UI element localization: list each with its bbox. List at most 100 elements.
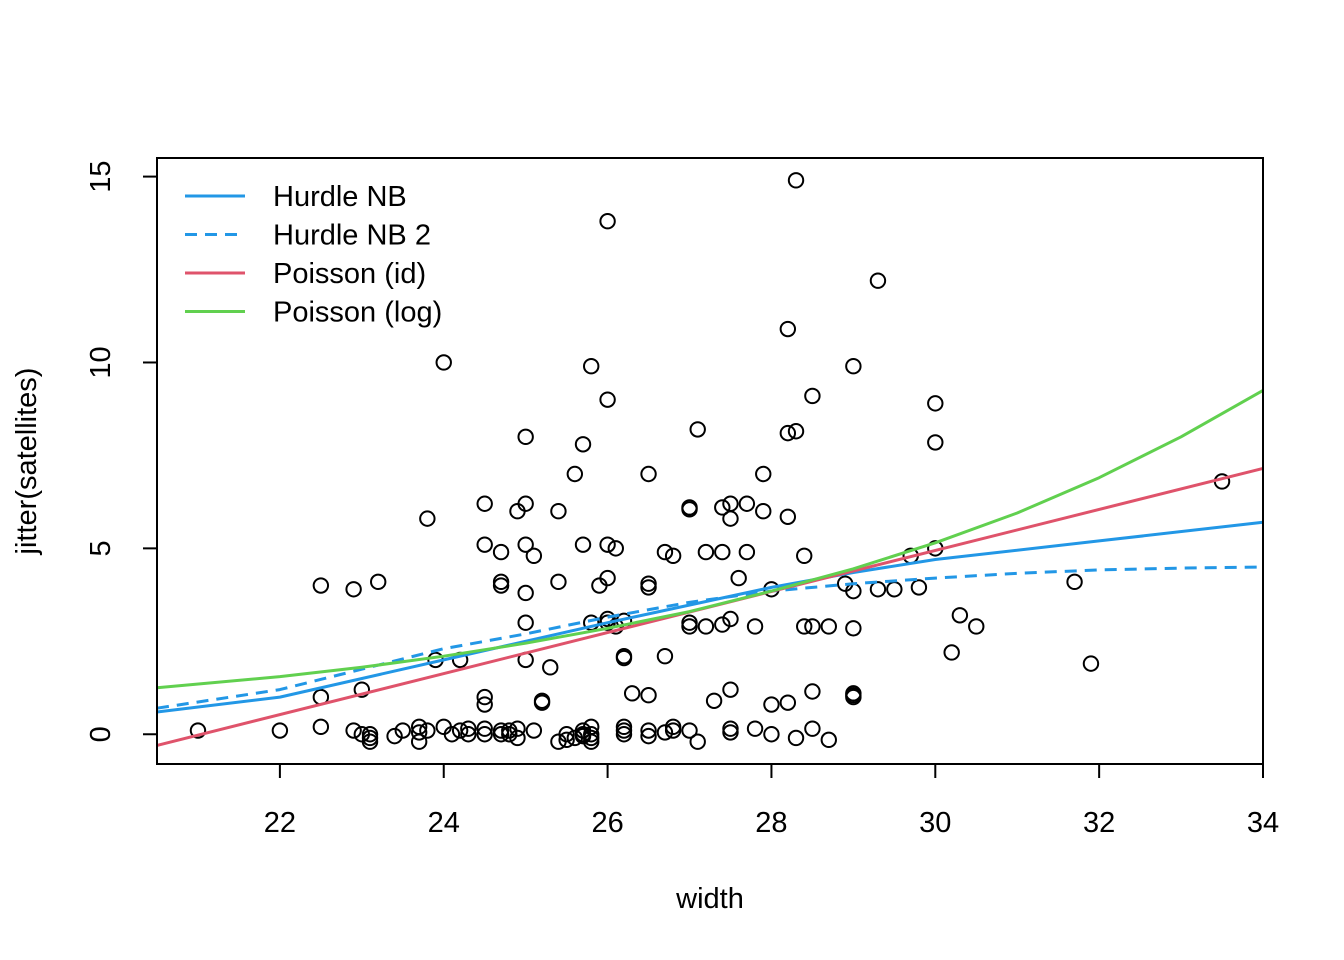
data-point — [640, 687, 657, 704]
data-point — [681, 501, 698, 518]
data-point — [689, 421, 706, 438]
data-point — [451, 722, 469, 739]
x-tick-label: 24 — [428, 807, 460, 839]
data-point — [394, 722, 411, 739]
data-point — [681, 618, 698, 635]
data-point — [517, 428, 534, 446]
data-point — [845, 688, 862, 706]
data-point — [763, 726, 780, 743]
data-point — [722, 724, 739, 741]
x-axis-label: width — [675, 883, 744, 915]
data-point — [910, 579, 928, 596]
data-point — [664, 547, 682, 565]
data-point — [599, 536, 616, 553]
data-point — [517, 495, 534, 512]
data-point — [509, 729, 526, 747]
y-axis-label: jitter(satellites) — [11, 368, 43, 556]
y-tick-label: 0 — [85, 726, 117, 742]
data-point — [804, 387, 821, 405]
data-point — [542, 659, 559, 676]
data-point — [738, 495, 756, 512]
data-point — [361, 726, 379, 743]
data-point — [460, 720, 477, 737]
data-point — [476, 696, 493, 713]
legend-label: Hurdle NB 2 — [273, 220, 431, 252]
data-point — [345, 581, 362, 598]
data-point — [370, 573, 387, 591]
data-point — [640, 465, 657, 483]
data-point — [492, 543, 510, 561]
data-point — [312, 718, 330, 736]
data-point — [755, 502, 772, 520]
data-point — [787, 729, 805, 747]
data-point — [599, 213, 616, 230]
data-point — [419, 510, 436, 527]
x-axis: 22 24 26 28 30 32 34 — [264, 763, 1279, 839]
data-point — [574, 436, 592, 453]
data-point — [779, 424, 797, 442]
data-point — [435, 354, 452, 371]
fitted-lines — [156, 389, 1264, 747]
data-point — [927, 434, 944, 451]
data-point — [705, 692, 723, 709]
data-point — [583, 357, 600, 375]
data-point — [738, 543, 756, 561]
data-point — [927, 395, 944, 412]
data-point — [312, 577, 330, 594]
data-point — [820, 731, 837, 749]
data-point — [517, 536, 534, 553]
data-point — [345, 722, 362, 739]
data-point — [599, 569, 616, 587]
data-point — [968, 618, 985, 635]
data-point — [869, 272, 887, 289]
data-point — [583, 733, 600, 750]
data-point — [779, 320, 797, 338]
data-point — [1066, 573, 1083, 591]
data-point — [460, 726, 477, 743]
data-point — [189, 722, 207, 739]
data-point — [574, 727, 592, 745]
data-point — [804, 720, 821, 737]
data-point — [796, 618, 813, 635]
data-point — [623, 685, 641, 702]
data-point — [550, 502, 567, 520]
legend-label: Poisson (log) — [273, 297, 442, 329]
data-point — [419, 722, 436, 739]
x-tick-label: 22 — [264, 807, 296, 839]
data-point — [787, 172, 805, 189]
data-point — [410, 733, 428, 750]
data-point — [697, 543, 715, 561]
data-point — [599, 391, 616, 408]
data-point — [386, 727, 403, 745]
data-point — [492, 577, 510, 594]
data-point — [353, 681, 371, 698]
data-point — [845, 357, 862, 375]
data-point — [763, 696, 780, 713]
data-point — [525, 722, 543, 739]
data-point — [951, 607, 969, 624]
data-point — [722, 610, 739, 628]
data-point — [550, 573, 567, 591]
data-point — [525, 547, 543, 565]
data-points — [189, 172, 1231, 750]
y-tick-label: 15 — [85, 160, 117, 192]
series-line-1 — [156, 520, 1264, 714]
data-point — [779, 694, 797, 711]
data-point — [558, 726, 575, 743]
data-point — [943, 644, 960, 661]
y-axis: 0 5 10 15 — [85, 160, 158, 742]
data-point — [804, 618, 821, 635]
data-point — [730, 569, 747, 587]
data-point — [796, 547, 813, 565]
data-point — [492, 726, 510, 743]
data-point — [410, 724, 428, 741]
data-point — [509, 720, 526, 737]
data-point — [820, 618, 837, 635]
data-point — [640, 579, 657, 596]
data-point — [714, 543, 731, 561]
data-point — [787, 423, 805, 440]
data-point — [361, 733, 379, 750]
y-tick-label: 10 — [85, 346, 117, 378]
legend-label: Poisson (id) — [273, 258, 426, 290]
